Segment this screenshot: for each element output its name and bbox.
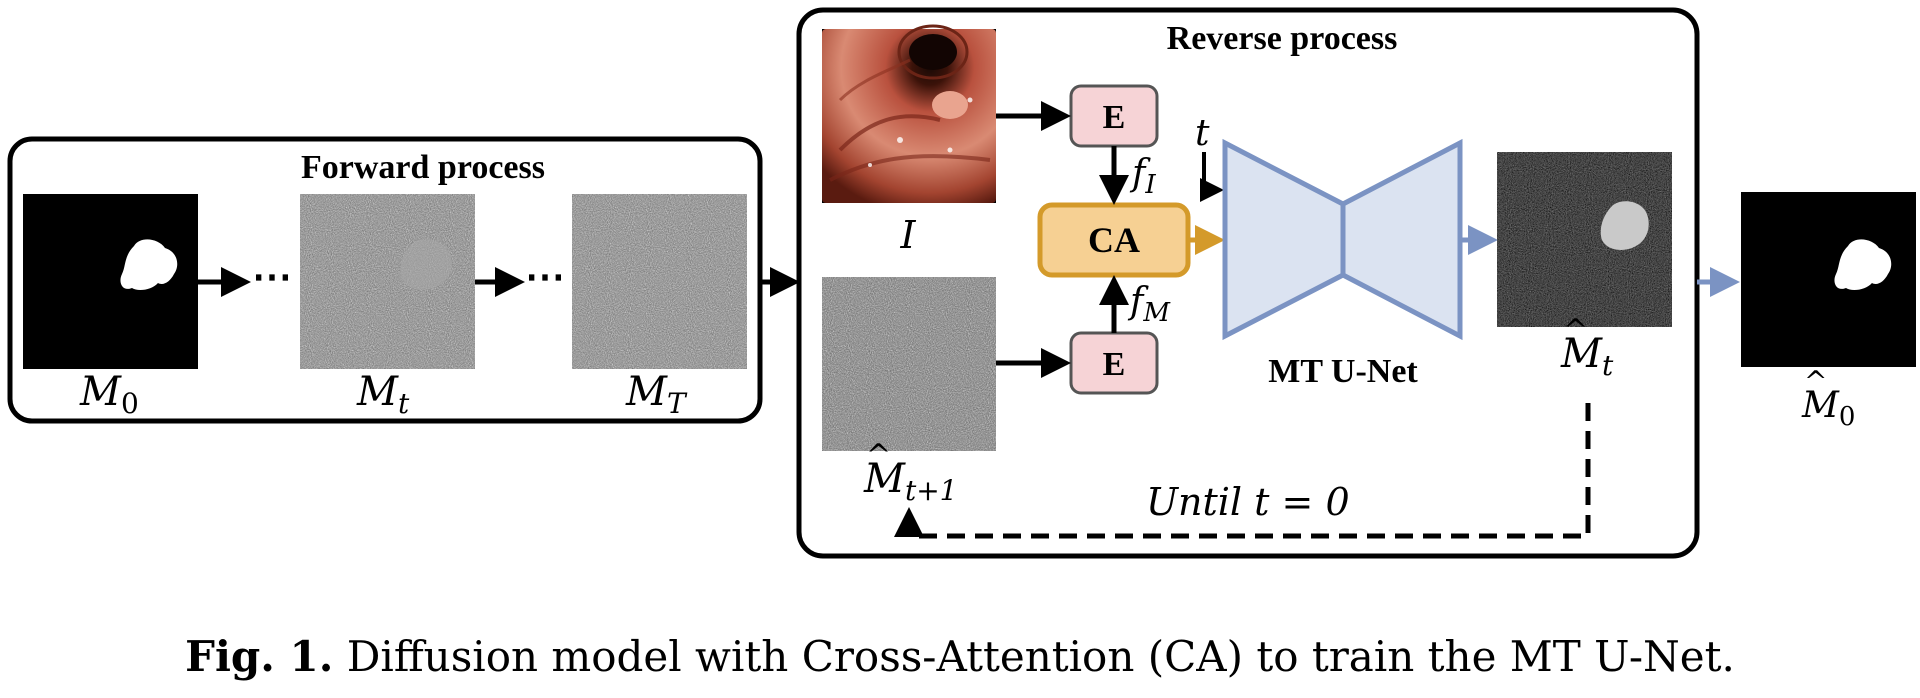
cross-attention-label: CA [1088, 220, 1140, 260]
label-timestep-t: t [1195, 113, 1210, 154]
endoscopy-image [822, 24, 996, 203]
hat-mhat-t: ^ [1563, 313, 1588, 348]
figure-caption: Fig. 1. Diffusion model with Cross-Atten… [0, 632, 1920, 681]
final-mask-image [1741, 192, 1916, 367]
label-mT: MT [625, 369, 688, 420]
label-m0: M0 [79, 369, 139, 420]
label-f-i: fI [1129, 153, 1156, 200]
noisy-mask-input-image [822, 277, 996, 451]
label-mt: Mt [356, 369, 410, 420]
mask-encoder-label: E [1103, 346, 1126, 383]
caption-prefix: Fig. 1. [185, 632, 334, 681]
label-mhat-t: Mt [1560, 331, 1614, 382]
label-mhat-0: M0 [1801, 385, 1855, 432]
forward-process-title: Forward process [301, 149, 545, 186]
image-encoder-label: E [1103, 99, 1126, 136]
label-mhat-t1: Mt+1 [863, 456, 958, 507]
until-label: Until t = 0 [1146, 480, 1350, 524]
mask-m0-image [23, 194, 198, 369]
hat-mhat-t1: ^ [866, 438, 891, 473]
label-image-i: I [899, 213, 916, 257]
forward-ellipsis-2: ⋯ [525, 253, 565, 300]
predicted-mask-image [1497, 152, 1672, 327]
hat-mhat-0: ^ [1804, 365, 1827, 398]
label-f-m: fM [1127, 281, 1171, 328]
until-loop-dashed-arrow [894, 403, 1591, 539]
timestep-arrow [1200, 152, 1224, 202]
reverse-process-title: Reverse process [1167, 20, 1398, 57]
forward-ellipsis-1: ⋯ [252, 253, 292, 300]
mask-mt-image [300, 194, 475, 369]
caption-text: Diffusion model with Cross-Attention (CA… [333, 632, 1735, 681]
unet-label: MT U-Net [1268, 353, 1418, 390]
mask-mT-image [572, 194, 747, 369]
